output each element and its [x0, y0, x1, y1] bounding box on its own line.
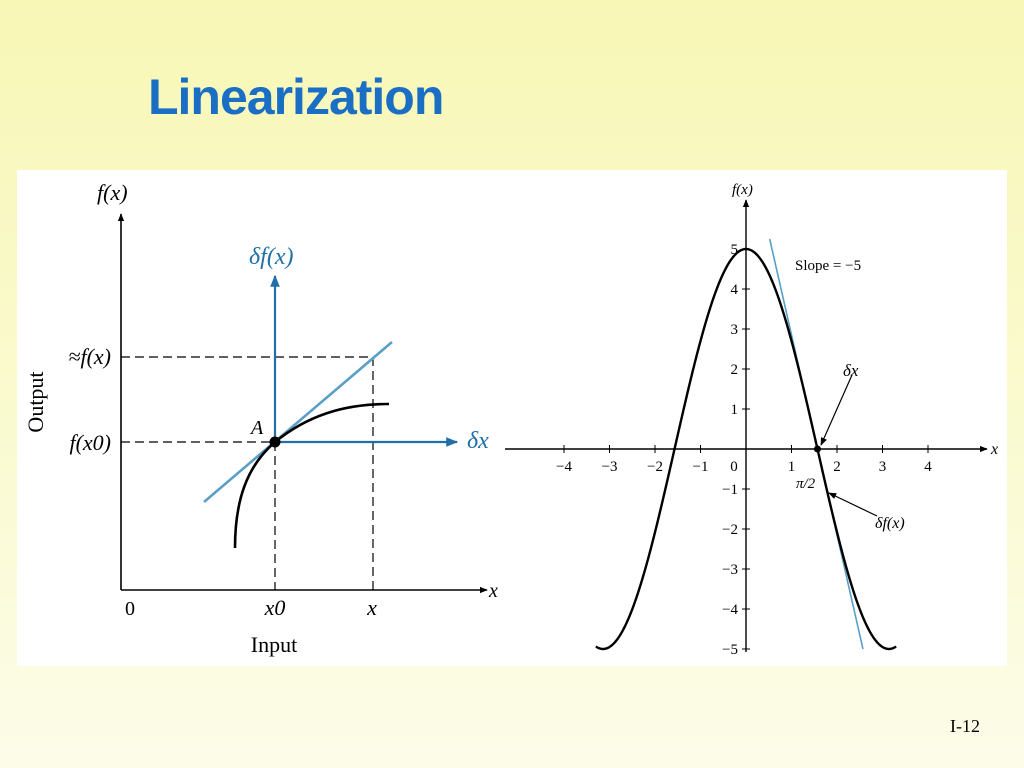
input-label: Input: [251, 632, 297, 657]
left-x-axis-label: x: [488, 580, 498, 602]
output-label: Output: [23, 371, 48, 432]
point-a: [269, 436, 281, 448]
left-tangent-line: [203, 341, 393, 503]
pi-half-point: [813, 445, 821, 453]
delta-x-label: δx: [467, 428, 489, 454]
point-a-label: A: [249, 417, 264, 439]
x-tick-label: 2: [833, 459, 841, 475]
right-y-axis-label: f(x): [732, 182, 753, 198]
y-tick-label: 1: [731, 402, 739, 418]
delta-x-annotation: δx: [843, 361, 859, 380]
figure-canvas: f(x) x 0 x0 x Input Output ≈f(x) f(x0) A…: [23, 180, 998, 658]
x0-label: x0: [264, 595, 286, 620]
y-tick-label: −4: [722, 602, 738, 618]
y-tick-label: 2: [731, 362, 739, 378]
y-tick-label: −3: [722, 562, 738, 578]
x-tick-label: −3: [602, 459, 618, 475]
x-tick-label: −4: [556, 459, 572, 475]
delta-f-label: δf(x): [249, 244, 293, 270]
delta-f-arrow: [828, 492, 878, 517]
tick-marks: [563, 248, 929, 650]
page-number: I-12: [950, 716, 980, 736]
x-tick-label: 1: [788, 459, 796, 475]
cosine-curve: [595, 247, 897, 651]
pi-half-label: π/2: [796, 476, 816, 492]
figure-panel: f(x) x 0 x0 x Input Output ≈f(x) f(x0) A…: [17, 170, 1007, 666]
right-x-axis-label: x: [990, 441, 998, 458]
left-diagram: f(x) x 0 x0 x Input Output ≈f(x) f(x0) A…: [23, 180, 498, 657]
slope-label: Slope = −5: [795, 258, 861, 274]
y-tick-label: −1: [722, 482, 738, 498]
y-tick-label: 5: [731, 242, 739, 258]
x-tick-label: 0: [730, 459, 738, 475]
y-tick-label: 3: [731, 322, 739, 338]
y-tick-label: 4: [731, 282, 739, 298]
x-tick-label: 4: [924, 459, 932, 475]
y-tick-labels: 5 4 3 2 1 −1 −2 −3 −4 −5: [722, 242, 738, 658]
x-tick-label: 3: [879, 459, 887, 475]
right-chart: −4 −3 −2 −1 0 1 2 3 4 5 4 3 2 1 −1 −2 −3 −4 −5 f(x) x Slo…: [505, 182, 998, 658]
slide-title: Linearization: [148, 69, 444, 125]
f-x0-label: f(x0): [69, 430, 111, 455]
x-tick-label: −1: [693, 459, 709, 475]
y-tick-label: −2: [722, 522, 738, 538]
x-label: x: [366, 595, 377, 620]
x-tick-label: −2: [647, 459, 663, 475]
approx-f-label: ≈f(x): [68, 344, 111, 369]
delta-f-annotation: δf(x): [875, 515, 905, 532]
left-y-axis-label: f(x): [97, 180, 128, 205]
y-tick-label: −5: [722, 642, 738, 658]
x-tick-labels: −4 −3 −2 −1 0 1 2 3 4: [556, 459, 932, 475]
delta-x-arrow: [820, 374, 853, 446]
origin-label: 0: [125, 598, 135, 620]
